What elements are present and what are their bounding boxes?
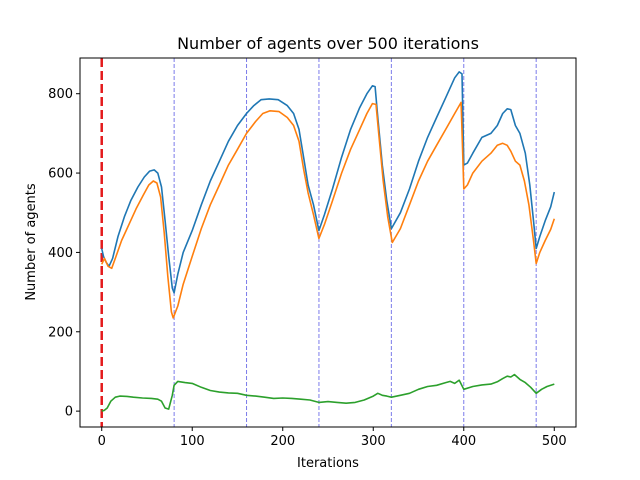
series-line-0	[100, 71, 556, 294]
series-line-1	[100, 101, 556, 319]
series-line-2	[101, 373, 555, 412]
y-tick-label-200: 200	[48, 325, 73, 340]
plot-area	[100, 58, 556, 427]
y-tick-label-800: 800	[48, 87, 73, 102]
y-tick-label-0: 0	[65, 405, 73, 420]
y-tick-label-600: 600	[48, 167, 73, 182]
y-tick-label-400: 400	[48, 246, 73, 261]
y-axis-ticks: 0 200 400 600 800	[48, 87, 80, 420]
y-axis-label: Number of agents	[24, 183, 39, 301]
x-tick-label-500: 500	[542, 434, 567, 449]
chart-title: Number of agents over 500 iterations	[177, 34, 479, 53]
axes-frame	[79, 57, 577, 428]
x-tick-label-400: 400	[451, 434, 476, 449]
x-axis-ticks: 0 100 200 300 400 500	[98, 427, 567, 449]
x-tick-label-300: 300	[361, 434, 386, 449]
x-tick-label-100: 100	[180, 434, 205, 449]
x-axis-label: Iterations	[297, 456, 359, 471]
x-tick-label-0: 0	[98, 434, 106, 449]
x-tick-label-200: 200	[270, 434, 295, 449]
